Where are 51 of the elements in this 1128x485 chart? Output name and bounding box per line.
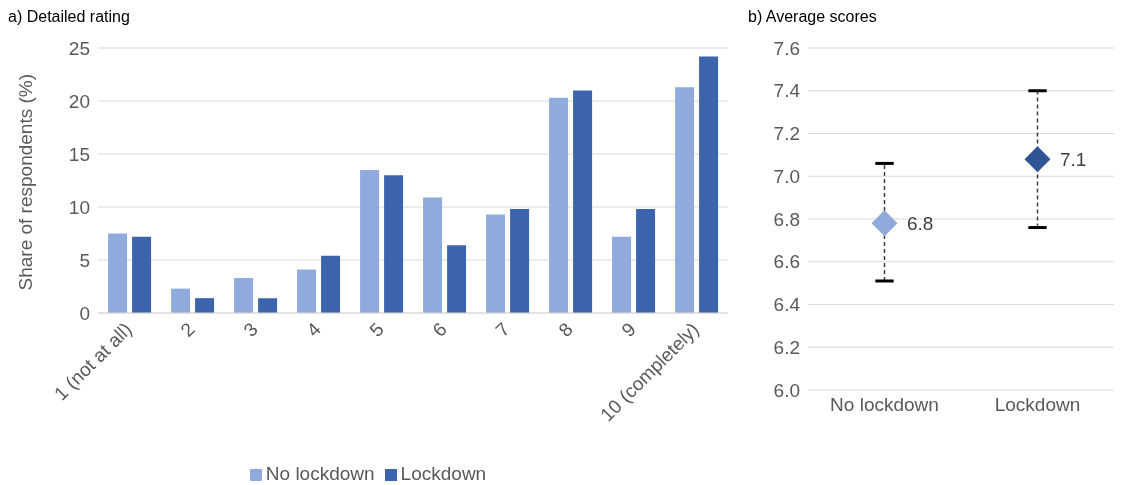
bar: [195, 298, 215, 313]
x-tick-label: 4: [302, 318, 326, 341]
y-tick-label: 15: [68, 143, 90, 165]
y-tick-label: 10: [68, 196, 90, 218]
bar: [360, 169, 380, 313]
chart-title: b) Average scores: [748, 8, 878, 27]
y-tick-label: 7.4: [773, 80, 801, 102]
bar: [612, 236, 632, 313]
y-tick-label: 5: [79, 249, 90, 271]
bar: [297, 269, 317, 313]
y-tick-label: 6.0: [773, 379, 800, 401]
bar: [171, 288, 191, 313]
y-tick-label: 6.4: [773, 294, 801, 316]
x-tick-label: No lockdown: [830, 394, 939, 416]
chart-title: a) Detailed rating: [8, 8, 131, 27]
legend-label: No lockdown: [265, 463, 375, 484]
x-tick-label: Lockdown: [994, 394, 1081, 416]
bar: [699, 56, 719, 313]
x-tick-label: 3: [239, 318, 262, 341]
y-tick-label: 6.2: [773, 336, 800, 358]
bar: [486, 214, 506, 313]
y-tick-label: 6.6: [773, 251, 800, 273]
bar: [636, 209, 656, 313]
y-tick-label: 7.0: [773, 165, 800, 187]
bar: [573, 90, 593, 313]
bar: [549, 97, 569, 313]
y-tick-label: 7.2: [773, 123, 800, 145]
y-axis-title: Share of respondents (%): [14, 73, 36, 291]
bar: [234, 278, 254, 313]
bar: [675, 87, 695, 313]
bar: [132, 236, 152, 313]
legend-label: Lockdown: [400, 463, 487, 484]
x-tick-label: 7: [491, 318, 514, 341]
bar: [384, 175, 404, 313]
x-tick-label: 2: [176, 318, 199, 341]
y-tick-label: 20: [68, 90, 90, 112]
y-tick-label: 6.8: [773, 208, 800, 230]
bar: [423, 197, 443, 313]
bar: [258, 298, 278, 313]
y-tick-label: 7.6: [773, 37, 800, 59]
bar: [447, 245, 467, 313]
x-tick-label: 6: [428, 318, 451, 341]
bar: [108, 233, 128, 313]
bar: [510, 209, 530, 313]
x-tick-label: 5: [365, 318, 388, 341]
x-tick-label: 8: [554, 318, 577, 341]
data-label: 6.8: [907, 213, 934, 235]
y-tick-label: 0: [79, 302, 90, 324]
data-label: 7.1: [1060, 148, 1087, 170]
bar: [321, 255, 341, 313]
y-tick-label: 25: [68, 37, 90, 59]
